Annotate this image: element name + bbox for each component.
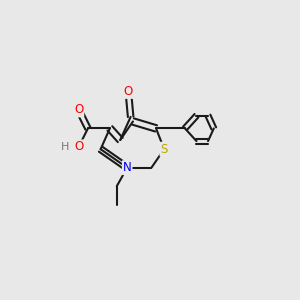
Text: O: O [74,140,83,153]
Text: H: H [61,142,69,152]
Text: N: N [123,161,132,174]
Text: S: S [160,143,168,156]
Text: O: O [124,85,133,98]
Text: O: O [74,103,83,116]
